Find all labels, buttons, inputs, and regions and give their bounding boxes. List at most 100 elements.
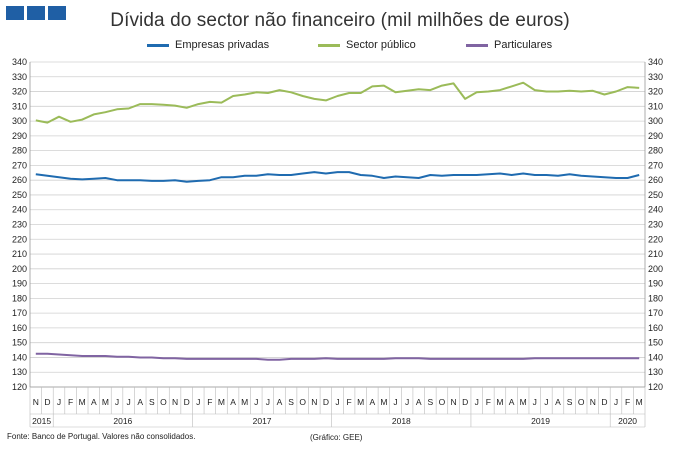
x-tick-label: O — [160, 397, 167, 407]
x-tick-label: M — [496, 397, 503, 407]
x-tick-label: O — [578, 397, 585, 407]
x-tick-label: D — [462, 397, 468, 407]
logo-block-3 — [48, 6, 66, 20]
x-tick-label: F — [207, 397, 212, 407]
x-tick-label: A — [416, 397, 422, 407]
y-tick-label-left: 220 — [12, 234, 27, 244]
year-label: 2018 — [392, 416, 411, 426]
series-0 — [35, 171, 640, 183]
x-tick-label: D — [184, 397, 190, 407]
y-tick-label-left: 200 — [12, 264, 27, 274]
y-tick-label-right: 160 — [648, 323, 663, 333]
y-tick-label-right: 260 — [648, 175, 663, 185]
y-tick-label-right: 280 — [648, 146, 663, 156]
logo-block-2 — [27, 6, 45, 20]
y-tick-label-left: 300 — [12, 116, 27, 126]
y-tick-label-right: 180 — [648, 293, 663, 303]
x-tick-label: M — [520, 397, 527, 407]
x-tick-label: J — [614, 397, 618, 407]
x-tick-label: J — [533, 397, 537, 407]
year-label: 2015 — [32, 416, 51, 426]
x-tick-label: S — [427, 397, 433, 407]
chart-title: Dívida do sector não financeiro (mil mil… — [110, 10, 570, 31]
x-tick-label: M — [102, 397, 109, 407]
series-line — [35, 352, 640, 361]
y-tick-label-right: 300 — [648, 116, 663, 126]
x-tick-label: A — [230, 397, 236, 407]
y-tick-label-right: 120 — [648, 382, 663, 392]
y-tick-label-right: 330 — [648, 72, 663, 82]
x-tick-label: O — [299, 397, 306, 407]
x-tick-label: O — [439, 397, 446, 407]
source-note: Fonte: Banco de Portugal. Valores não co… — [7, 432, 196, 441]
y-tick-label-left: 120 — [12, 382, 27, 392]
x-tick-label: F — [68, 397, 73, 407]
x-tick-label: N — [311, 397, 317, 407]
x-tick-label: M — [357, 397, 364, 407]
y-tick-label-right: 230 — [648, 220, 663, 230]
x-tick-label: A — [555, 397, 561, 407]
x-tick-label: J — [196, 397, 200, 407]
x-tick-label: J — [475, 397, 479, 407]
x-tick-label: A — [137, 397, 143, 407]
year-label: 2020 — [618, 416, 637, 426]
y-tick-label-right: 270 — [648, 160, 663, 170]
x-tick-label: M — [380, 397, 387, 407]
year-label: 2019 — [531, 416, 550, 426]
x-tick-label: A — [91, 397, 97, 407]
y-tick-label-left: 250 — [12, 190, 27, 200]
y-tick-label-left: 130 — [12, 367, 27, 377]
y-tick-label-left: 160 — [12, 323, 27, 333]
y-tick-label-right: 340 — [648, 57, 663, 67]
y-tick-label-left: 260 — [12, 175, 27, 185]
y-tick-label-left: 140 — [12, 352, 27, 362]
legend-item-empresas: Empresas privadas — [147, 39, 269, 51]
x-tick-label: D — [601, 397, 607, 407]
x-tick-label: J — [393, 397, 397, 407]
x-tick-label: J — [266, 397, 270, 407]
legend: Empresas privadas Sector público Particu… — [0, 39, 680, 55]
legend-swatch-sector-publico — [318, 43, 340, 47]
y-tick-label-left: 190 — [12, 279, 27, 289]
y-tick-label-right: 250 — [648, 190, 663, 200]
y-tick-label-right: 320 — [648, 87, 663, 97]
x-tick-label: J — [127, 397, 131, 407]
x-tick-label: A — [369, 397, 375, 407]
y-tick-label-right: 220 — [648, 234, 663, 244]
legend-label-particulares: Particulares — [494, 39, 553, 51]
legend-label-sector-publico: Sector público — [346, 39, 416, 51]
y-tick-label-left: 320 — [12, 87, 27, 97]
x-tick-label: J — [57, 397, 61, 407]
legend-label-empresas: Empresas privadas — [175, 39, 270, 51]
x-tick-label: N — [590, 397, 596, 407]
x-tick-label: M — [218, 397, 225, 407]
x-tick-label: J — [254, 397, 258, 407]
x-tick-label: J — [544, 397, 548, 407]
year-label: 2016 — [113, 416, 132, 426]
legend-item-particulares: Particulares — [466, 39, 552, 51]
y-tick-label-right: 190 — [648, 279, 663, 289]
y-tick-label-right: 240 — [648, 205, 663, 215]
x-tick-label: N — [172, 397, 178, 407]
x-tick-label: F — [347, 397, 352, 407]
legend-item-sector-publico: Sector público — [318, 39, 416, 51]
y-tick-label-left: 280 — [12, 146, 27, 156]
x-tick-label: S — [288, 397, 294, 407]
x-tick-label: N — [450, 397, 456, 407]
x-tick-label: J — [405, 397, 409, 407]
y-tick-label-right: 200 — [648, 264, 663, 274]
y-tick-label-left: 340 — [12, 57, 27, 67]
x-tick-label: D — [323, 397, 329, 407]
x-tick-label: A — [509, 397, 515, 407]
series-line — [35, 171, 640, 183]
x-tick-label: M — [636, 397, 643, 407]
y-tick-label-left: 230 — [12, 220, 27, 230]
chart-credit: (Gráfico: GEE) — [310, 433, 363, 442]
legend-swatch-particulares — [466, 43, 488, 47]
y-tick-label-left: 310 — [12, 101, 27, 111]
x-tick-label: M — [241, 397, 248, 407]
y-tick-label-left: 210 — [12, 249, 27, 259]
x-tick-label: F — [625, 397, 630, 407]
y-tick-label-right: 140 — [648, 352, 663, 362]
